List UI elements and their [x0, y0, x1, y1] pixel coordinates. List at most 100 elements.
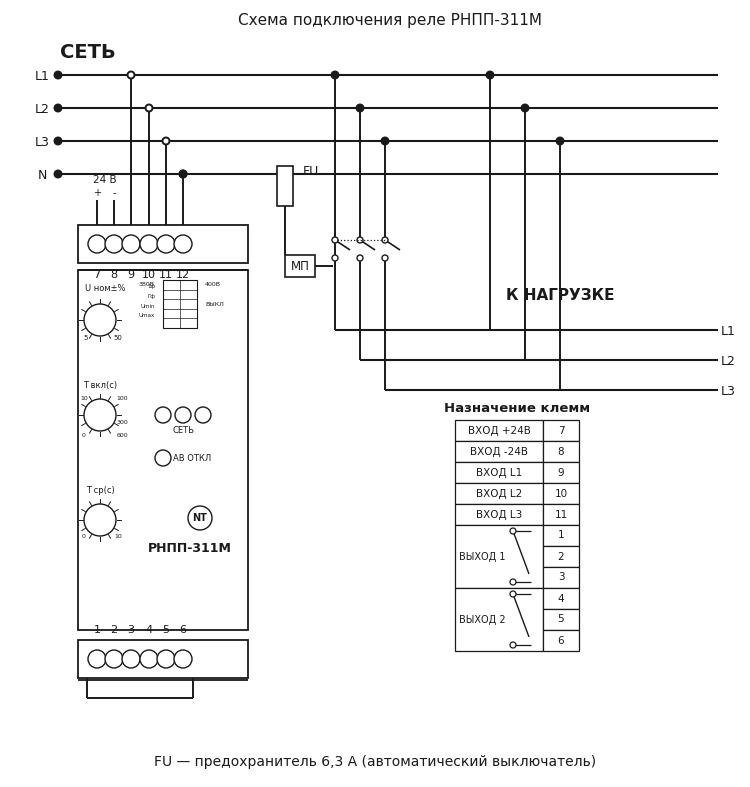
Text: 50: 50: [113, 335, 122, 341]
Circle shape: [510, 528, 516, 534]
Text: 5: 5: [84, 335, 88, 341]
Circle shape: [521, 105, 529, 112]
Circle shape: [195, 407, 211, 423]
Circle shape: [332, 72, 338, 79]
Bar: [455, 504, 543, 525]
Circle shape: [174, 235, 192, 253]
Circle shape: [175, 407, 191, 423]
Text: 380В: 380В: [139, 282, 155, 286]
Text: 8: 8: [558, 446, 564, 456]
Text: L3: L3: [34, 135, 50, 149]
Bar: [543, 588, 579, 609]
Text: U ном±%: U ном±%: [85, 283, 125, 293]
Text: 5: 5: [558, 615, 564, 625]
Text: 0: 0: [82, 534, 86, 540]
Text: 12: 12: [176, 270, 190, 280]
Text: L1: L1: [721, 324, 736, 338]
Circle shape: [382, 255, 388, 261]
Text: 9: 9: [128, 270, 134, 280]
Text: ВХОД -24В: ВХОД -24В: [470, 446, 528, 456]
Text: 2: 2: [558, 552, 564, 561]
Text: 3: 3: [128, 625, 134, 635]
Circle shape: [510, 591, 516, 597]
Text: ВЫХОД 2: ВЫХОД 2: [459, 615, 506, 625]
Circle shape: [55, 171, 62, 178]
Text: РНПП-311М: РНПП-311М: [148, 541, 232, 555]
Text: L2: L2: [34, 102, 50, 116]
Bar: [543, 504, 579, 525]
Text: L3: L3: [721, 385, 736, 397]
Text: 8: 8: [110, 270, 118, 280]
Bar: [163, 280, 197, 328]
Circle shape: [122, 235, 140, 253]
Text: 9: 9: [558, 467, 564, 478]
Text: ВХОД L3: ВХОД L3: [476, 509, 522, 519]
Text: 10: 10: [114, 534, 122, 540]
Bar: [543, 630, 579, 651]
Text: Гф: Гф: [147, 294, 155, 299]
Circle shape: [332, 255, 338, 261]
Text: -: -: [112, 188, 116, 198]
Bar: [543, 525, 579, 546]
Text: 0: 0: [82, 433, 86, 438]
Bar: [543, 483, 579, 504]
Text: 11: 11: [554, 509, 568, 519]
Text: 5: 5: [163, 625, 170, 635]
Circle shape: [382, 237, 388, 243]
Circle shape: [157, 235, 175, 253]
Bar: [78, 270, 248, 630]
Bar: [277, 166, 293, 206]
Circle shape: [510, 642, 516, 648]
Bar: [543, 567, 579, 588]
Circle shape: [163, 138, 170, 145]
Bar: [78, 640, 248, 678]
Circle shape: [140, 235, 158, 253]
Circle shape: [122, 650, 140, 668]
Bar: [285, 255, 315, 277]
Text: К НАГРУЗКЕ: К НАГРУЗКЕ: [506, 287, 614, 302]
Bar: [455, 588, 543, 651]
Text: 1ф: 1ф: [147, 284, 155, 290]
Text: ВХОД +24В: ВХОД +24В: [467, 426, 530, 435]
Text: FU — предохранитель 6,3 А (автоматический выключатель): FU — предохранитель 6,3 А (автоматически…: [154, 755, 596, 769]
Circle shape: [146, 105, 152, 112]
Circle shape: [105, 235, 123, 253]
Circle shape: [84, 304, 116, 336]
Text: ВХОД L1: ВХОД L1: [476, 467, 522, 478]
Circle shape: [382, 138, 388, 145]
Bar: [455, 441, 543, 462]
Circle shape: [510, 579, 516, 585]
Text: 3: 3: [558, 572, 564, 582]
Circle shape: [487, 72, 494, 79]
Text: 10: 10: [554, 489, 568, 498]
Text: N: N: [38, 168, 46, 182]
Text: МП: МП: [290, 260, 310, 272]
Text: СЕТЬ: СЕТЬ: [172, 426, 194, 434]
Text: 100: 100: [116, 396, 128, 401]
Text: Т ср(с): Т ср(с): [86, 486, 115, 494]
Circle shape: [357, 237, 363, 243]
Bar: [455, 462, 543, 483]
Circle shape: [174, 650, 192, 668]
Bar: [543, 441, 579, 462]
Circle shape: [84, 504, 116, 536]
Text: 4: 4: [558, 593, 564, 604]
Circle shape: [88, 650, 106, 668]
Text: 6: 6: [558, 635, 564, 645]
Text: ВЫКЛ: ВЫКЛ: [205, 301, 224, 306]
Text: ВХОД L2: ВХОД L2: [476, 489, 522, 498]
Text: +: +: [93, 188, 101, 198]
Circle shape: [55, 105, 62, 112]
Text: L1: L1: [34, 69, 50, 83]
Circle shape: [155, 407, 171, 423]
Circle shape: [128, 72, 134, 79]
Text: Схема подключения реле РНПП-311М: Схема подключения реле РНПП-311М: [238, 13, 542, 28]
Text: СЕТЬ: СЕТЬ: [60, 42, 116, 61]
Circle shape: [356, 105, 364, 112]
Text: NT: NT: [193, 513, 208, 523]
Text: ВЫХОД 1: ВЫХОД 1: [459, 552, 506, 561]
Bar: [543, 420, 579, 441]
Text: 11: 11: [159, 270, 173, 280]
Circle shape: [157, 650, 175, 668]
Circle shape: [179, 171, 187, 178]
